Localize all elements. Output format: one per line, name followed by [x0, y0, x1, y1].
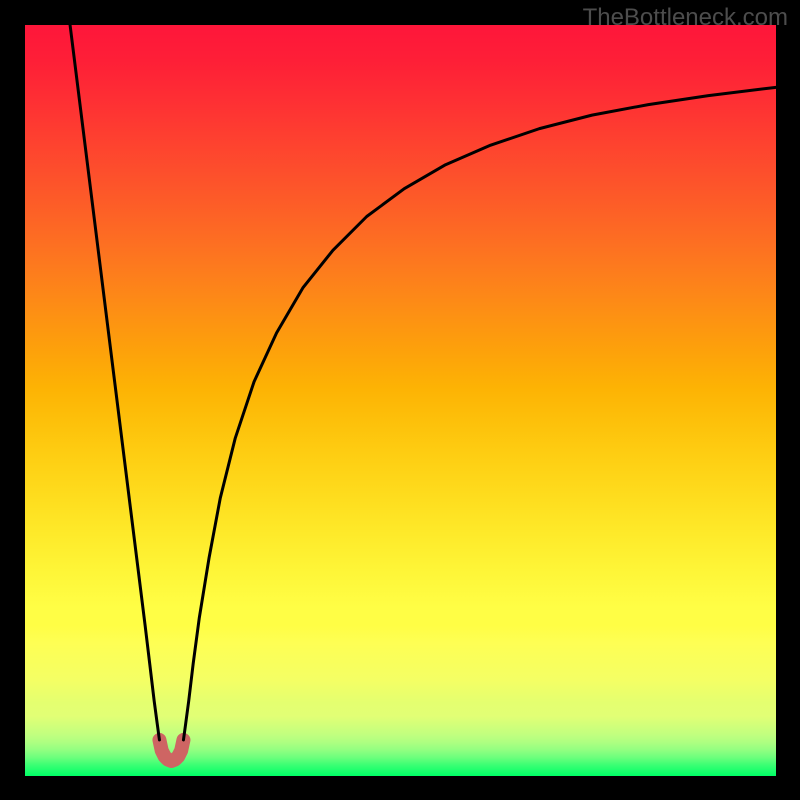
watermark-text: TheBottleneck.com: [583, 4, 788, 32]
chart-container: TheBottleneck.com: [0, 0, 800, 800]
plot-svg: [25, 25, 776, 776]
gradient-background: [25, 25, 776, 776]
plot-area: [25, 25, 776, 776]
